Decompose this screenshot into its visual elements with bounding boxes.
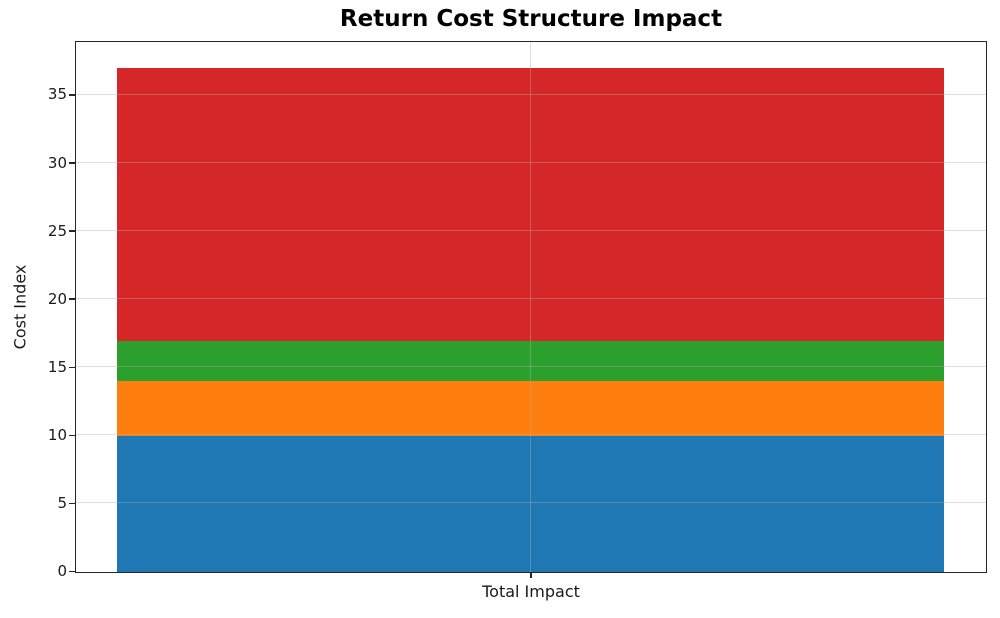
green-segment [117,340,944,382]
chart-title: Return Cost Structure Impact [339,6,723,32]
y-tick-label: 20 [47,289,67,308]
y-tick-label: 35 [47,85,67,104]
y-tick-label: 10 [47,425,67,444]
orange-segment [117,381,944,436]
y-tick-label: 5 [57,493,67,512]
y-tick-mark [69,298,75,300]
y-tick-mark [69,94,75,96]
y-tick-mark [69,502,75,505]
y-tick-label: 15 [47,357,67,376]
plot-area [75,41,987,573]
y-tick-mark [69,366,75,368]
red-segment [117,68,944,341]
y-tick-mark [69,570,75,573]
y-tick-mark [69,162,75,164]
x-tick-mark [530,573,532,578]
y-tick-mark [69,230,75,232]
blue-segment [117,435,944,572]
x-tick-label: Total Impact [482,582,580,601]
stacked-bar [117,68,944,572]
y-tick-label: 30 [47,153,67,172]
y-tick-label: 0 [57,562,67,580]
y-tick-label: 25 [47,221,67,240]
y-tick-mark [69,434,75,437]
